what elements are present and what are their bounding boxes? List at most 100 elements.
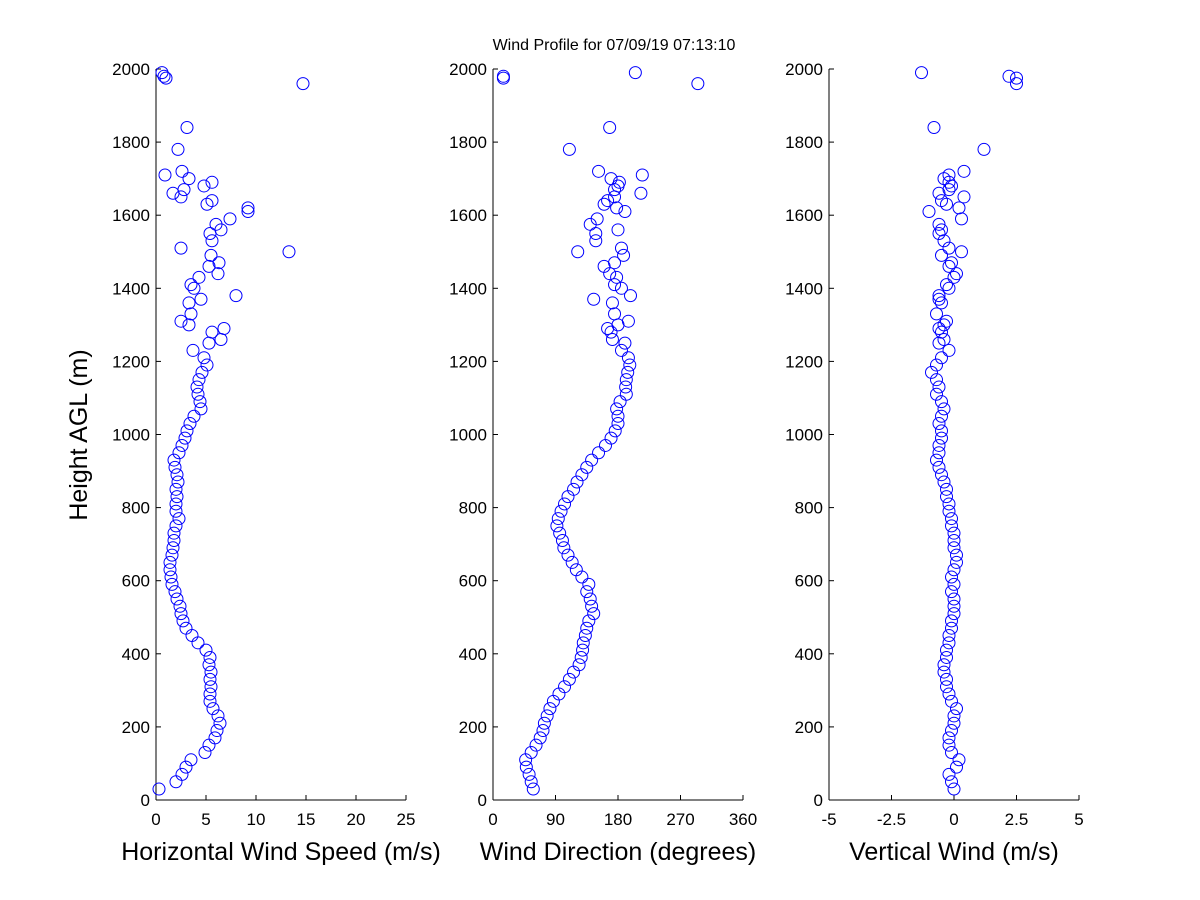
data-point (935, 325, 948, 339)
data-point (191, 636, 205, 650)
data-point (937, 318, 951, 332)
y-tick-label: 600 (122, 572, 150, 591)
data-point (182, 172, 196, 186)
data-point (217, 322, 231, 336)
data-point (932, 438, 946, 452)
data-point (572, 658, 586, 672)
data-point (203, 694, 217, 708)
data-point (950, 267, 963, 281)
data-point (942, 767, 956, 781)
data-point (945, 745, 958, 759)
data-point (522, 767, 536, 781)
data-point (945, 694, 958, 708)
y-tick-label: 0 (814, 791, 823, 810)
y-tick-label: 800 (122, 499, 150, 518)
data-point (550, 519, 564, 533)
data-point (611, 223, 625, 237)
data-point (164, 570, 178, 584)
data-point (171, 142, 185, 156)
data-point (1010, 77, 1023, 91)
y-tick-label: 1000 (449, 426, 487, 445)
data-point (198, 745, 212, 759)
data-point (619, 380, 633, 394)
data-point (166, 186, 180, 200)
data-point (211, 709, 225, 723)
y-tick-label: 0 (141, 791, 150, 810)
data-point (174, 190, 188, 204)
y-tick-label: 600 (795, 572, 823, 591)
data-point (167, 533, 181, 547)
data-point (163, 555, 177, 569)
data-point (175, 438, 189, 452)
data-point (282, 245, 296, 259)
data-point (608, 278, 622, 292)
data-point (604, 431, 618, 445)
data-point (589, 226, 603, 240)
panel-3: 0 200 400 600 800 1000 1200 1400 1600 1800 2000 -5 -… (785, 60, 1084, 866)
data-point (635, 168, 649, 182)
data-point (614, 343, 628, 357)
y-tick-label: 2000 (112, 60, 150, 79)
data-point (935, 424, 948, 438)
data-point (932, 186, 946, 200)
data-point (574, 650, 588, 664)
data-point (570, 475, 584, 489)
data-point (947, 526, 961, 540)
data-point (582, 577, 596, 591)
data-point (932, 417, 946, 431)
data-point (628, 66, 642, 80)
data-point (555, 533, 569, 547)
y-axis-label: Height AGL (m) (65, 349, 93, 520)
data-point (223, 212, 237, 226)
data-point (619, 373, 633, 387)
data-point (204, 248, 218, 262)
data-point (172, 446, 186, 460)
data-point (945, 179, 958, 193)
data-point (945, 775, 958, 789)
data-point (184, 278, 198, 292)
y-tick-label: 2000 (785, 60, 823, 79)
data-point (203, 226, 217, 240)
data-point (206, 702, 220, 716)
data-point (945, 512, 958, 526)
x-axis-label: Wind Direction (degrees) (480, 838, 757, 866)
data-point (608, 190, 622, 204)
data-point (576, 643, 590, 657)
data-point (169, 482, 183, 496)
data-point (611, 417, 625, 431)
data-point (176, 614, 190, 628)
y-tick-label: 200 (459, 718, 487, 737)
data-point (167, 526, 181, 540)
data-point (945, 585, 958, 599)
data-point (942, 629, 956, 643)
x-tick-label: 2.5 (1005, 810, 1029, 829)
data-point (203, 687, 217, 701)
data-point (186, 343, 200, 357)
x-tick-label: 0 (488, 810, 497, 829)
data-point (589, 234, 603, 248)
data-point (619, 387, 633, 401)
data-point (174, 314, 188, 328)
data-point (1010, 71, 1023, 85)
x-axis-label: Horizontal Wind Speed (m/s) (121, 838, 441, 866)
data-point (932, 289, 946, 303)
y-tick-label: 1000 (785, 426, 823, 445)
data-point (947, 270, 961, 284)
data-point (940, 482, 953, 496)
data-point (165, 548, 179, 562)
y-tick-label: 0 (478, 791, 487, 810)
data-point (565, 555, 579, 569)
data-point (187, 409, 201, 423)
data-point (945, 570, 958, 584)
y-tick-label: 1000 (112, 426, 150, 445)
data-point (562, 672, 576, 686)
data-point (168, 585, 182, 599)
data-point (197, 179, 211, 193)
data-point (925, 365, 938, 379)
data-point (942, 738, 956, 752)
data-point (930, 373, 943, 387)
data-point (940, 680, 953, 694)
data-point (496, 69, 510, 83)
data-point (168, 460, 182, 474)
data-point (529, 738, 543, 752)
